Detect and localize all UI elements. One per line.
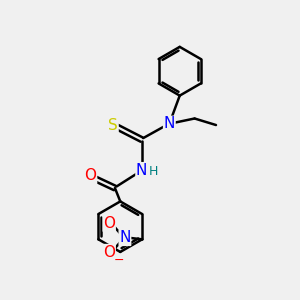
Text: H: H <box>148 166 158 178</box>
Text: O: O <box>103 244 115 260</box>
Text: O: O <box>103 216 115 231</box>
Text: O: O <box>85 168 97 183</box>
Text: −: − <box>114 254 124 267</box>
Text: N: N <box>119 230 130 245</box>
Text: S: S <box>108 118 118 133</box>
Text: N: N <box>164 116 175 131</box>
Text: N: N <box>136 163 147 178</box>
